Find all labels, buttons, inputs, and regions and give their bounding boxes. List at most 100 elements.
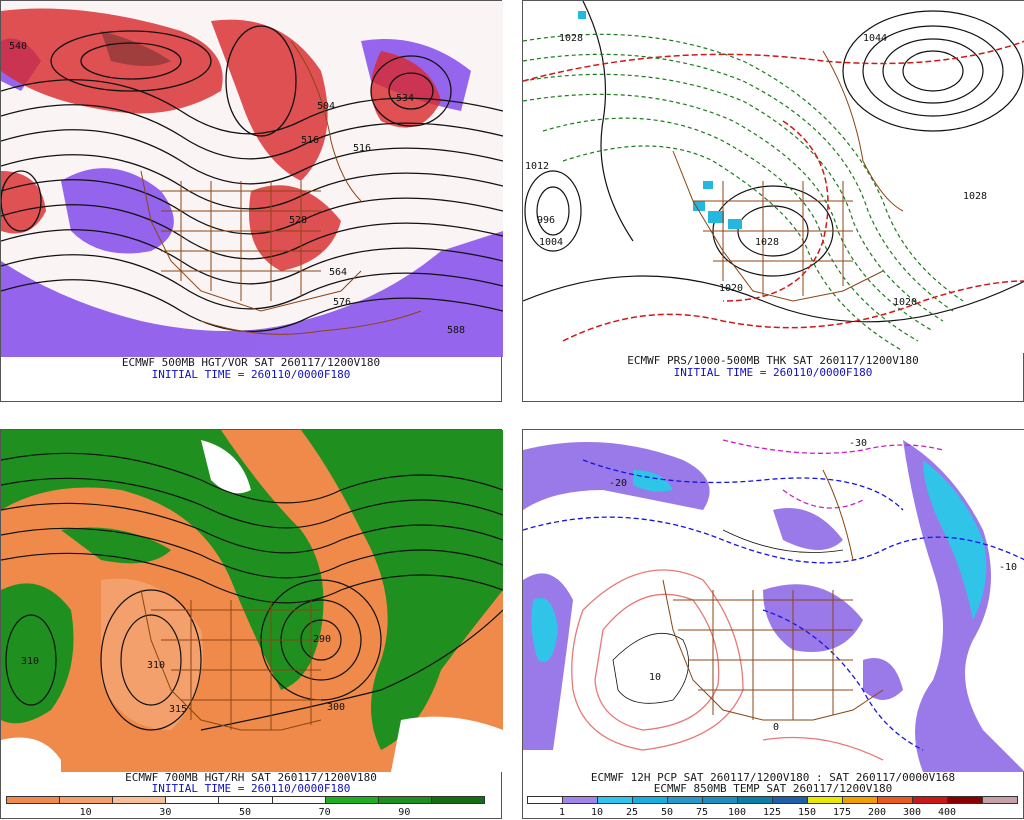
colorbar-label: 50 [238, 807, 252, 818]
colorbar-swatch [632, 796, 668, 804]
thickness-cold-contours [523, 33, 964, 352]
contour-label: 996 [537, 215, 555, 226]
contour-label: 564 [329, 267, 347, 278]
colorbar-swatch [430, 796, 485, 804]
colorbar-label: 175 [832, 807, 852, 818]
colorbar-label: 90 [398, 807, 411, 818]
contour-label: 504 [317, 101, 335, 112]
height-contours [1, 25, 503, 333]
colorbar-label: 200 [867, 807, 887, 818]
precip-moderate-shading [531, 460, 987, 662]
temp-contours [612, 529, 844, 704]
contour-label: 1020 [719, 283, 743, 294]
snow-shading [578, 11, 742, 229]
panel-500mb-hgt-vor: 540 516 504 534 516 528 564 576 588 ECMW… [0, 0, 503, 402]
map-500mb-vorticity: 540 516 504 534 516 528 564 576 588 [1, 1, 503, 357]
colorbar-label: 50 [660, 807, 674, 818]
panel-caption: ECMWF 12H PCP SAT 260117/1200V180 : SAT … [590, 771, 956, 784]
colorbar-label: 100 [727, 807, 747, 818]
contour-label: 588 [447, 325, 465, 336]
colorbar-swatch [527, 796, 563, 804]
temp-warm-contours [571, 569, 884, 761]
geography-outlines [140, 589, 322, 731]
colorbar-swatch [271, 796, 326, 804]
colorbar-label: 125 [762, 807, 782, 818]
contour-label: -20 [609, 478, 627, 489]
temp-freeze-contours [722, 439, 944, 509]
map-precip-temperature: -30 -20 -10 0 10 [523, 430, 1024, 772]
geography-outlines [672, 50, 904, 302]
colorbar-swatch [377, 796, 432, 804]
panel-caption: ECMWF 700MB HGT/RH SAT 260117/1200V180 [125, 771, 377, 784]
colorbar-label: 150 [797, 807, 817, 818]
contour-label: -10 [999, 562, 1017, 573]
contour-label: 1028 [755, 237, 779, 248]
colorbar-swatch [597, 796, 633, 804]
temp-cold-contours [523, 459, 1024, 751]
contour-labels: -30 -20 -10 0 10 [609, 438, 1017, 733]
colorbar-swatch [218, 796, 273, 804]
geography-outlines [662, 469, 884, 721]
colorbar-swatch [165, 796, 220, 804]
panel-caption: ECMWF 500MB HGT/VOR SAT 260117/1200V180 [121, 356, 381, 369]
rh-moist-shading [1, 430, 503, 750]
colorbar-swatch [807, 796, 843, 804]
colorbar-swatch [112, 796, 167, 804]
contour-label: 528 [289, 215, 307, 226]
colorbar-swatch [737, 796, 773, 804]
contour-label: 10 [649, 672, 661, 683]
contour-label: 534 [396, 93, 414, 104]
panel-prs-thickness: 1028 1012 996 1004 1028 1020 1028 1020 1… [522, 0, 1024, 402]
colorbar-label: 1 [558, 807, 566, 818]
colorbar-swatch [947, 796, 983, 804]
contour-labels: 1028 1012 996 1004 1028 1020 1028 1020 1… [525, 33, 987, 308]
panel-caption-secondary: ECMWF 850MB TEMP SAT 260117/1200V180 [653, 782, 893, 795]
contour-label: 310 [147, 660, 165, 671]
contour-label: 1044 [863, 33, 887, 44]
precip-light-shading [523, 440, 1024, 772]
contour-label: 540 [9, 41, 27, 52]
contour-label: 300 [327, 702, 345, 713]
contour-label: -30 [849, 438, 867, 449]
contour-label: 516 [353, 143, 371, 154]
colorbar-label: 30 [159, 807, 172, 818]
rh-dry-shading [101, 578, 203, 730]
colorbar-swatch [59, 796, 114, 804]
colorbar-swatch [842, 796, 878, 804]
initial-time: INITIAL TIME = 260110/0000F180 [673, 366, 873, 379]
colorbar-swatch [772, 796, 808, 804]
contour-label: 1028 [963, 191, 987, 202]
contour-labels: 310 315 300 290 310 [21, 634, 345, 715]
contour-label: 516 [301, 135, 319, 146]
contour-label: 315 [169, 704, 187, 715]
colorbar-label: 25 [625, 807, 639, 818]
contour-label: 1028 [559, 33, 583, 44]
contour-labels: 540 516 504 534 516 528 564 576 588 [9, 41, 465, 336]
contour-label: 290 [313, 634, 331, 645]
colorbar-label: 300 [902, 807, 922, 818]
initial-time: INITIAL TIME = 260110/0000F180 [151, 368, 351, 381]
colorbar-label: 10 [79, 807, 92, 818]
map-pressure-thickness: 1028 1012 996 1004 1028 1020 1028 1020 1… [523, 1, 1024, 353]
colorbar-swatch [562, 796, 598, 804]
colorbar-swatch [877, 796, 913, 804]
colorbar-swatch [912, 796, 948, 804]
panel-caption: ECMWF PRS/1000-500MB THK SAT 260117/1200… [627, 354, 919, 367]
initial-time: INITIAL TIME = 260110/0000F180 [151, 782, 351, 795]
contour-label: 1020 [893, 297, 917, 308]
colorbar-swatch [324, 796, 379, 804]
rh-colorbar: 10 30 50 70 90 [6, 796, 485, 820]
colorbar-label: 70 [318, 807, 331, 818]
contour-label: 1004 [539, 237, 563, 248]
geography-outlines [140, 40, 422, 335]
map-700mb-humidity: 310 315 300 290 310 [1, 430, 503, 772]
colorbar-label: 400 [937, 807, 957, 818]
colorbar-swatch [702, 796, 738, 804]
contour-label: 0 [773, 722, 779, 733]
colorbar-label: 75 [695, 807, 709, 818]
panel-700mb-hgt-rh: 310 315 300 290 310 ECMWF 700MB HGT/RH S… [0, 429, 503, 820]
contour-label: 310 [21, 656, 39, 667]
colorbar-swatch [982, 796, 1018, 804]
rh-white-shading [1, 440, 503, 772]
contour-label: 576 [333, 297, 351, 308]
